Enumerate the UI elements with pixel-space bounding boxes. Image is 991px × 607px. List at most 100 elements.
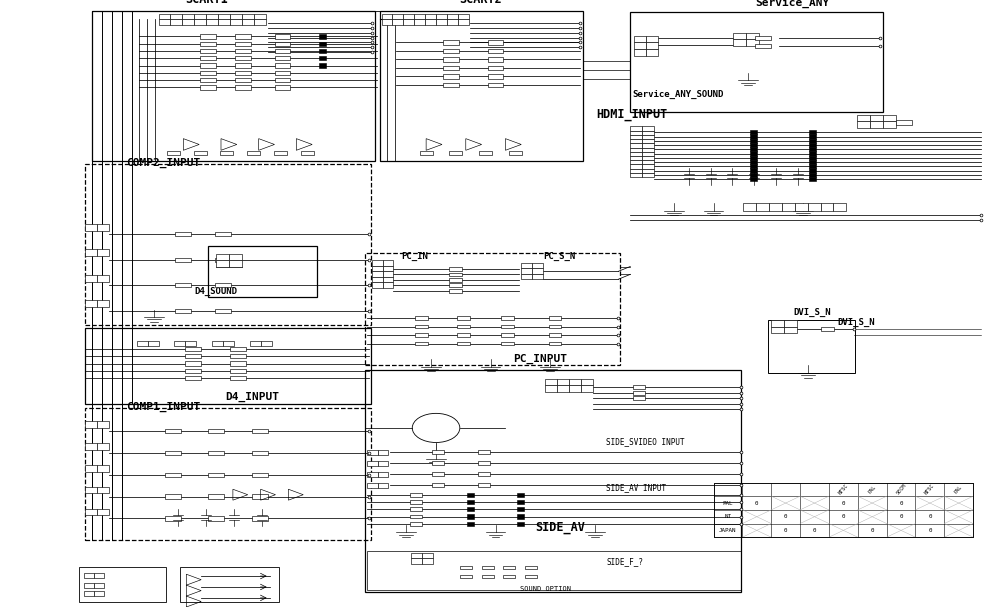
Bar [501, 342, 514, 345]
Text: 0: 0 [870, 528, 874, 533]
Bar [432, 450, 444, 454]
Text: PC_S_N: PC_S_N [543, 252, 576, 262]
Bar [275, 64, 290, 68]
Bar [447, 14, 458, 19]
Bar [367, 483, 378, 488]
Bar [630, 131, 642, 135]
Bar [185, 376, 201, 380]
Bar [242, 19, 254, 25]
Bar [771, 327, 784, 333]
Bar [810, 177, 817, 181]
Bar [223, 341, 234, 346]
Bar [810, 134, 817, 138]
Text: 0: 0 [755, 501, 758, 506]
Bar [200, 78, 216, 83]
Bar [743, 203, 756, 211]
Bar [229, 260, 242, 267]
Bar [410, 507, 422, 511]
Bar [642, 173, 654, 177]
Bar [810, 164, 817, 168]
Bar [425, 19, 436, 25]
Bar [436, 19, 447, 25]
Bar [870, 115, 883, 121]
Bar [569, 385, 581, 392]
Bar [488, 49, 503, 53]
Bar [750, 130, 757, 134]
Bar [810, 155, 817, 160]
Bar [94, 583, 104, 588]
Bar [521, 263, 532, 268]
Bar [382, 14, 392, 19]
Bar [208, 472, 224, 477]
Bar [443, 66, 459, 70]
Bar [94, 591, 104, 596]
Bar [200, 64, 216, 68]
Bar [235, 78, 251, 83]
Bar [242, 14, 254, 19]
Bar [810, 143, 817, 147]
Bar [557, 379, 569, 385]
Bar [746, 33, 759, 39]
Bar [206, 19, 218, 25]
Bar [633, 391, 645, 395]
Bar [185, 368, 201, 373]
Bar [410, 515, 422, 518]
Bar [372, 260, 383, 266]
Text: NT: NT [724, 514, 731, 519]
Bar [782, 203, 795, 211]
Bar [750, 138, 757, 143]
Bar [642, 131, 654, 135]
Bar [810, 130, 817, 134]
Bar [581, 385, 593, 392]
Bar [170, 19, 182, 25]
Bar [200, 34, 216, 38]
Bar [750, 168, 757, 172]
Text: 0: 0 [899, 514, 903, 519]
Bar [235, 56, 251, 61]
Bar [642, 139, 654, 143]
Bar [630, 164, 642, 169]
Bar [165, 450, 181, 455]
Bar [208, 516, 224, 521]
Bar [378, 461, 388, 466]
Bar [646, 36, 658, 42]
Bar [750, 155, 757, 160]
Text: SCART1: SCART1 [184, 0, 228, 6]
Bar [458, 19, 469, 25]
Bar [97, 465, 109, 472]
Bar [634, 36, 646, 42]
Text: 0: 0 [813, 528, 817, 533]
Bar [200, 41, 216, 46]
Bar [367, 450, 378, 455]
Bar [235, 49, 251, 53]
Bar [97, 487, 109, 493]
Text: SCART2: SCART2 [459, 0, 502, 6]
Bar [755, 35, 771, 40]
Bar [275, 49, 290, 53]
Bar [382, 19, 392, 25]
Bar [532, 274, 543, 279]
Bar [218, 14, 230, 19]
Bar [94, 573, 104, 578]
Bar [458, 325, 471, 328]
Bar [581, 379, 593, 385]
Bar [808, 203, 821, 211]
Bar [79, 567, 166, 602]
Bar [517, 507, 524, 511]
Text: 0: 0 [929, 528, 932, 533]
Bar [646, 42, 658, 49]
Bar [414, 14, 425, 19]
Bar [746, 39, 759, 46]
Bar [443, 49, 459, 53]
Bar [84, 591, 94, 596]
Bar [642, 126, 654, 131]
Bar [216, 254, 229, 260]
Bar [383, 282, 393, 288]
Bar [175, 308, 191, 313]
Bar [175, 257, 191, 262]
Bar [478, 450, 490, 454]
Bar [159, 19, 170, 25]
Bar [488, 40, 503, 44]
Bar [372, 282, 383, 288]
Bar [411, 553, 422, 558]
